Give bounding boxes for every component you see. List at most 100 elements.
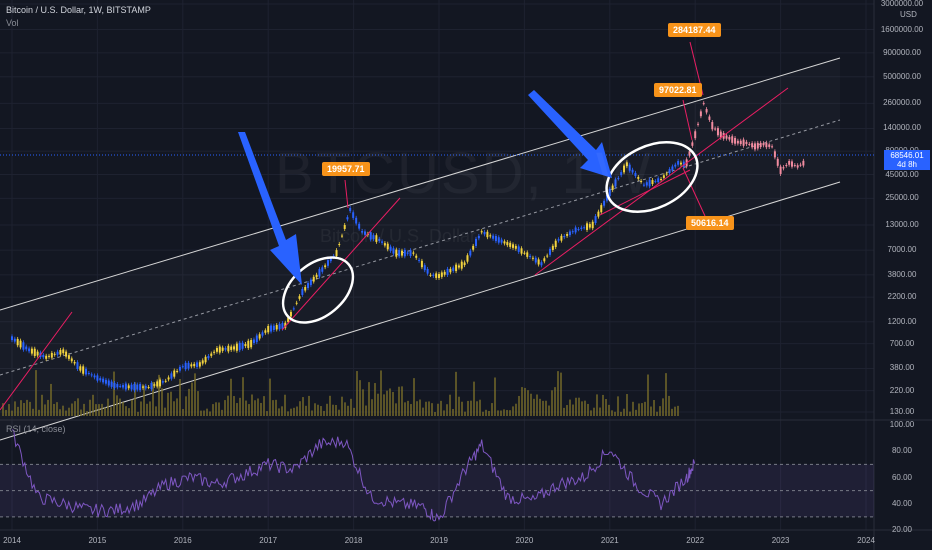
volume-bar [572, 404, 574, 416]
volume-bar [65, 410, 67, 416]
volume-bar [23, 403, 25, 416]
price-candle [159, 379, 162, 387]
price-candle [190, 364, 193, 367]
price-candle [213, 351, 216, 353]
price-candle [503, 241, 506, 244]
volume-bar [212, 404, 214, 416]
volume-bar [14, 401, 16, 416]
volume-bar [587, 403, 589, 416]
price-candle [164, 380, 167, 382]
price-tick: 380.00 [889, 363, 915, 373]
volume-bar [359, 380, 361, 416]
user-drawings[interactable] [0, 41, 789, 411]
volume-bar [356, 371, 358, 416]
projection-candle [731, 136, 734, 143]
volume-bar [488, 410, 490, 416]
volume-bar [239, 397, 241, 416]
volume-bar [365, 405, 367, 416]
projection-candle [796, 165, 799, 168]
volume-bar [263, 396, 265, 416]
price-candle [278, 323, 281, 330]
price-candle [230, 346, 233, 350]
price-candle [645, 182, 648, 186]
price-candle [460, 261, 463, 269]
current-price-value: 68546.01 [890, 151, 924, 160]
volume-bar [209, 411, 211, 416]
price-candle [603, 200, 606, 206]
annotation-pointer [682, 167, 706, 217]
volume-bar [137, 411, 139, 416]
volume-bar [578, 397, 580, 416]
current-price-tag: 68546.01 4d 8h [884, 150, 930, 170]
volume-bar [362, 389, 364, 416]
price-candle [93, 375, 96, 378]
volume-bar [188, 388, 190, 416]
price-candle [59, 349, 62, 355]
price-candle [150, 382, 153, 390]
volume-bar [563, 407, 565, 416]
price-candle [372, 235, 375, 240]
price-candle [312, 276, 315, 282]
price-candle [358, 223, 361, 229]
price-candle [597, 211, 600, 217]
price-candle [104, 379, 107, 384]
price-candle [181, 366, 184, 368]
volume-bar [206, 408, 208, 416]
price-candle [660, 179, 663, 181]
volume-bar [650, 406, 652, 416]
price-candle [591, 221, 594, 229]
annotation-50616[interactable]: 50616.14 [686, 216, 734, 230]
annotation-97022[interactable]: 97022.81 [654, 83, 702, 97]
price-candle [449, 268, 452, 273]
price-candle [53, 353, 56, 355]
volume-bar [491, 403, 493, 416]
price-candle [523, 252, 526, 254]
price-candle [338, 244, 341, 246]
price-candle [321, 267, 324, 272]
volume-bar [218, 402, 220, 416]
price-tick: 700.00 [889, 338, 915, 348]
volume-bar [242, 377, 244, 416]
volume-bar [29, 401, 31, 416]
volume-bar [584, 400, 586, 416]
volume-bar [581, 401, 583, 416]
time-tick: 2018 [344, 536, 363, 545]
price-tick: 1600000.00 [880, 24, 924, 34]
projection-candle [771, 146, 774, 148]
annotation-19957[interactable]: 19957.71 [322, 162, 370, 176]
volume-bar [467, 400, 469, 416]
volume-bar [518, 395, 520, 416]
volume-bar [590, 410, 592, 416]
price-candle [463, 262, 466, 266]
price-candle [452, 267, 455, 271]
projection-candle [734, 137, 737, 144]
volume-bar [404, 402, 406, 416]
volume-bar [305, 405, 307, 416]
volume-bar [644, 401, 646, 416]
projection-candle [790, 161, 793, 167]
volume-bar [221, 409, 223, 416]
volume-bar [41, 394, 43, 416]
price-candle [537, 259, 540, 265]
rsi-tick: 20.00 [891, 525, 913, 534]
price-candle [466, 255, 469, 262]
price-candle [90, 374, 93, 376]
price-candle [631, 169, 634, 173]
volume-bar [374, 383, 376, 416]
price-tick: 7000.00 [887, 245, 917, 255]
rsi-pane [0, 429, 874, 522]
price-candle [119, 385, 122, 387]
volume-bar [464, 411, 466, 416]
volume-bar [569, 399, 571, 416]
price-candle [224, 348, 227, 350]
price-candle [141, 386, 144, 388]
volume-bar [296, 406, 298, 416]
annotation-284187[interactable]: 284187.44 [668, 23, 721, 37]
price-candle [79, 366, 82, 371]
volume-bar [155, 406, 157, 416]
price-candle [56, 351, 59, 355]
projection-candle [745, 141, 748, 145]
price-candle [76, 362, 79, 369]
